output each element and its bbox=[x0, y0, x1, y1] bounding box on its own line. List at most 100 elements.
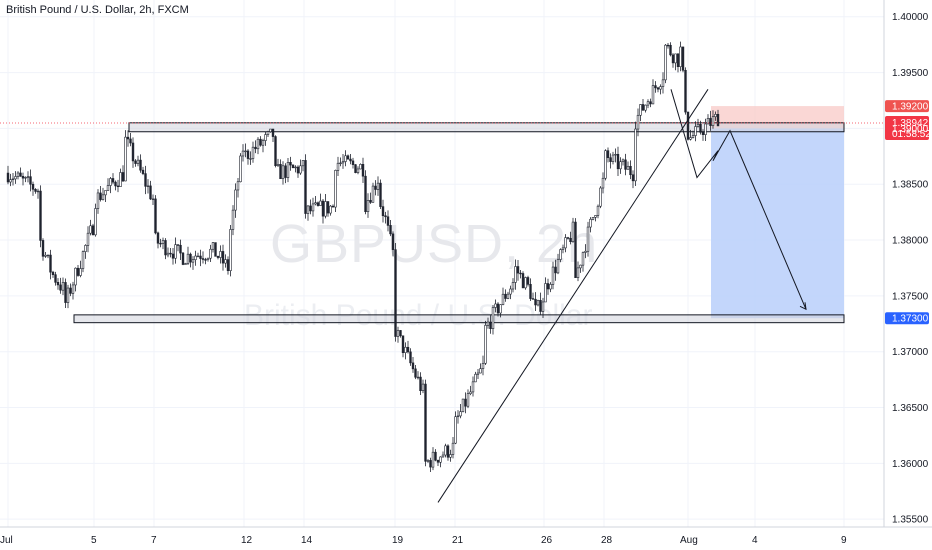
candle-up bbox=[191, 259, 195, 263]
candle-down bbox=[226, 259, 230, 271]
time-tick-label: 7 bbox=[151, 535, 157, 546]
candle-up bbox=[79, 268, 82, 276]
candle-up bbox=[561, 247, 565, 250]
candle-up bbox=[704, 123, 707, 135]
candle-up bbox=[479, 368, 482, 374]
candle-down bbox=[279, 164, 282, 179]
candle-down bbox=[631, 174, 635, 182]
candle-up bbox=[491, 307, 495, 329]
candle-up bbox=[94, 208, 97, 236]
candle-up bbox=[89, 225, 92, 234]
candle-up bbox=[306, 205, 310, 214]
candle-up bbox=[646, 101, 650, 106]
candle-down bbox=[496, 303, 500, 314]
uptrend-line[interactable] bbox=[437, 89, 709, 503]
candle-up bbox=[109, 178, 112, 186]
candle-down bbox=[699, 123, 702, 133]
candle-up bbox=[81, 251, 85, 269]
candle-down bbox=[384, 215, 387, 218]
projection-path[interactable] bbox=[670, 89, 807, 310]
candle-down bbox=[566, 237, 570, 239]
candle-up bbox=[106, 185, 110, 191]
candle-up bbox=[456, 415, 460, 418]
candle-down bbox=[546, 283, 550, 290]
candle-down bbox=[31, 183, 35, 190]
candle-down bbox=[169, 252, 172, 255]
candle-down bbox=[686, 111, 690, 140]
candle-up bbox=[664, 44, 667, 81]
candle-down bbox=[59, 284, 62, 291]
price-tick-label: 1.36000 bbox=[892, 459, 929, 470]
candle-up bbox=[501, 293, 505, 305]
candle-up bbox=[449, 454, 452, 458]
candle-down bbox=[216, 256, 220, 258]
candle-up bbox=[286, 162, 290, 178]
candle-up bbox=[186, 253, 190, 264]
candle-down bbox=[386, 216, 390, 226]
candle-down bbox=[364, 175, 367, 213]
drawings[interactable] bbox=[437, 89, 807, 503]
candle-up bbox=[484, 325, 487, 364]
candle-up bbox=[96, 192, 100, 209]
candle-up bbox=[444, 445, 447, 456]
candle-up bbox=[36, 190, 40, 193]
candle-down bbox=[424, 383, 427, 462]
candle-down bbox=[379, 182, 382, 207]
candle-down bbox=[529, 284, 532, 299]
candle-up bbox=[439, 456, 442, 463]
candle-down bbox=[91, 225, 95, 236]
candle-down bbox=[289, 162, 292, 166]
price-axis[interactable] bbox=[884, 0, 932, 550]
candle-up bbox=[694, 126, 697, 136]
candle-down bbox=[436, 459, 440, 463]
candle-down bbox=[116, 185, 120, 188]
candle-down bbox=[316, 202, 320, 206]
candle-down bbox=[304, 160, 307, 214]
candle-up bbox=[471, 381, 475, 393]
candle-down bbox=[609, 157, 612, 162]
candle-up bbox=[161, 240, 165, 244]
candle-down bbox=[99, 192, 102, 200]
candle-down bbox=[134, 160, 137, 164]
time-tick-label: Jul bbox=[0, 535, 13, 546]
take-profit-zone[interactable] bbox=[711, 128, 844, 319]
price-tick-label: 1.38500 bbox=[892, 180, 929, 191]
candle-up bbox=[194, 255, 197, 261]
candle-up bbox=[474, 373, 477, 383]
candle-up bbox=[371, 185, 375, 203]
time-tick-label: 14 bbox=[301, 535, 313, 546]
resistance-box[interactable] bbox=[128, 122, 845, 133]
candle-up bbox=[84, 245, 87, 252]
candle-up bbox=[229, 229, 232, 271]
candle-down bbox=[429, 460, 432, 468]
candle-down bbox=[701, 132, 705, 135]
candle-up bbox=[334, 170, 337, 208]
candle-down bbox=[111, 178, 115, 183]
candle-up bbox=[324, 201, 327, 217]
price-tick-label: 1.39500 bbox=[892, 68, 929, 79]
candle-down bbox=[684, 69, 687, 113]
candle-up bbox=[311, 203, 315, 212]
candle-down bbox=[129, 138, 132, 144]
candle-up bbox=[341, 161, 345, 164]
candle-down bbox=[21, 176, 25, 179]
candle-up bbox=[604, 150, 607, 179]
candle-up bbox=[26, 176, 30, 178]
candle-down bbox=[389, 225, 392, 235]
candle-down bbox=[189, 253, 192, 263]
support-box[interactable] bbox=[73, 314, 845, 324]
candle-down bbox=[671, 54, 675, 64]
level-boxes[interactable] bbox=[73, 122, 845, 324]
candle-up bbox=[206, 257, 210, 260]
candle-up bbox=[481, 362, 485, 369]
candle-up bbox=[431, 451, 435, 468]
candle-up bbox=[71, 284, 75, 294]
position-zones[interactable] bbox=[711, 106, 844, 319]
candle-up bbox=[211, 242, 215, 250]
candle-up bbox=[339, 162, 342, 165]
candle-up bbox=[601, 177, 605, 189]
candle-down bbox=[291, 164, 295, 169]
candle-up bbox=[639, 104, 642, 116]
